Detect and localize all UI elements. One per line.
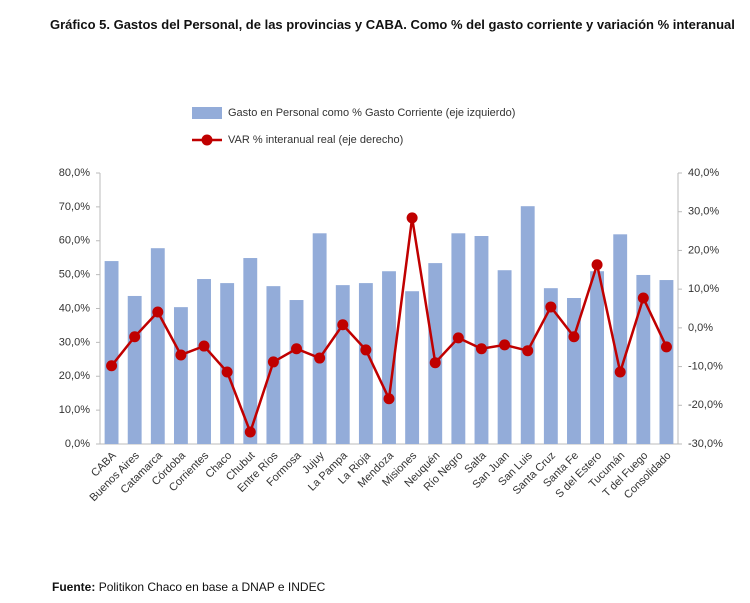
y-tick-label: 40,0%	[59, 302, 90, 314]
line-marker	[522, 345, 534, 357]
line-marker	[106, 360, 118, 372]
bar	[220, 283, 235, 444]
y2-tick-label: -30,0%	[688, 438, 723, 450]
line-marker	[429, 357, 441, 369]
y2-tick-label: 40,0%	[688, 167, 719, 179]
y-tick-label: 30,0%	[59, 336, 90, 348]
line-marker	[221, 366, 233, 378]
line-marker	[360, 344, 372, 356]
bar	[636, 274, 651, 444]
bar	[173, 307, 188, 444]
bar	[520, 206, 535, 444]
line-marker	[475, 343, 487, 355]
bar	[405, 291, 420, 444]
line-marker	[614, 366, 626, 378]
y2-tick-label: -20,0%	[688, 399, 723, 411]
source-text: Politikon Chaco en base a DNAP e INDEC	[98, 580, 326, 594]
bar	[289, 300, 304, 444]
y-tick-label: 70,0%	[59, 201, 90, 213]
legend-swatch	[201, 134, 213, 146]
line-marker	[660, 341, 672, 353]
source-label: Fuente:	[52, 580, 96, 594]
bar	[590, 271, 605, 444]
bar	[613, 234, 628, 444]
bar	[312, 233, 327, 444]
bar	[104, 261, 119, 444]
line-marker	[568, 331, 580, 343]
bar	[150, 248, 165, 444]
line-marker	[198, 340, 210, 352]
y-tick-label: 50,0%	[59, 269, 90, 281]
bar	[335, 285, 350, 444]
line-marker	[244, 426, 256, 438]
legend-swatch	[192, 107, 222, 119]
bar	[497, 270, 512, 444]
y-tick-label: 0,0%	[65, 438, 90, 450]
line-marker	[452, 332, 464, 344]
bar	[428, 263, 443, 444]
y2-tick-label: 10,0%	[688, 283, 719, 295]
bar	[358, 283, 373, 444]
y2-tick-label: -10,0%	[688, 360, 723, 372]
y2-tick-label: 30,0%	[688, 206, 719, 218]
line-marker	[637, 292, 649, 304]
bar	[127, 295, 142, 444]
line-marker	[406, 212, 418, 224]
bar	[243, 258, 258, 444]
line-marker	[314, 352, 326, 364]
line-marker	[545, 301, 557, 313]
chart-title: Gráfico 5. Gastos del Personal, de las p…	[50, 17, 735, 32]
line-marker	[591, 259, 603, 271]
y2-tick-label: 0,0%	[688, 322, 713, 334]
bar	[543, 288, 558, 444]
line-marker	[152, 306, 164, 318]
legend-label: Gasto en Personal como % Gasto Corriente…	[228, 107, 515, 119]
bar	[659, 280, 674, 444]
source: Fuente: Politikon Chaco en base a DNAP e…	[52, 580, 325, 594]
line-marker	[175, 349, 187, 361]
y-tick-label: 20,0%	[59, 370, 90, 382]
bar	[474, 236, 489, 444]
y2-tick-label: 20,0%	[688, 244, 719, 256]
y-tick-label: 80,0%	[59, 167, 90, 179]
bar	[197, 279, 211, 444]
line-marker	[267, 356, 279, 368]
line-marker	[499, 339, 511, 351]
y-tick-label: 10,0%	[59, 404, 90, 416]
y-tick-label: 60,0%	[59, 235, 90, 247]
line-marker	[129, 331, 141, 343]
line-marker	[383, 393, 395, 405]
legend-label: VAR % interanual real (eje derecho)	[228, 134, 403, 146]
line-marker	[291, 343, 303, 355]
line-marker	[337, 319, 349, 331]
